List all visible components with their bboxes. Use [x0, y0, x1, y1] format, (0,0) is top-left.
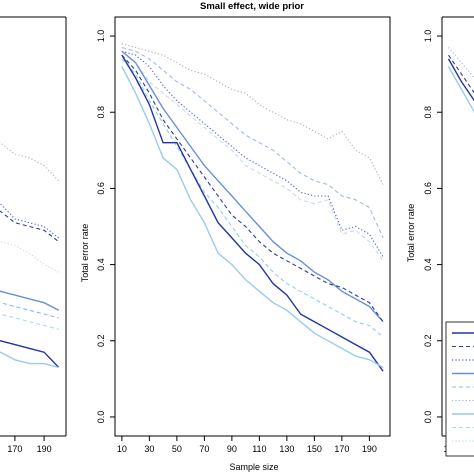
middle-y-axis-label: Total error rate [80, 224, 90, 283]
middle-y-tick-label: 0.0 [96, 411, 106, 424]
middle-x-tick-label: 150 [307, 444, 322, 454]
right-y-tick-label: 0.2 [423, 335, 433, 348]
middle-series-line-9 [121, 66, 384, 369]
middle-series-line-7 [121, 58, 384, 338]
right-y-tick-label: 0.4 [423, 258, 433, 271]
middle-series-line-2 [121, 46, 384, 239]
middle-panel-frame [114, 16, 391, 437]
middle-x-tick-label: 10 [117, 444, 127, 454]
middle-panel: Small effect, wide prior Total error rat… [80, 1, 391, 472]
left-series-line-3 [0, 210, 60, 243]
middle-y-tick-label: 0.6 [96, 182, 106, 195]
middle-series-line-8 [121, 54, 384, 372]
right-y-tick-label: 0.0 [423, 411, 433, 424]
middle-panel-title: Small effect, wide prior [200, 1, 304, 12]
middle-x-axis-label: Sample size [229, 462, 278, 472]
right-y-axis-label: Total error rate [406, 204, 416, 263]
middle-y-tick-label: 0.2 [96, 335, 106, 348]
middle-x-tick-label: 50 [172, 444, 182, 454]
right-y-tick-label: 1.0 [423, 30, 433, 43]
left-series-line-8 [0, 339, 60, 368]
middle-x-tick-label: 30 [144, 444, 154, 454]
middle-series-line-5 [121, 50, 384, 323]
middle-x-tick-label: 110 [252, 444, 266, 454]
right-series-line-4 [447, 66, 474, 113]
right-legend-box [445, 321, 474, 457]
middle-y-tick-label: 0.4 [96, 258, 106, 271]
left-panel: 170 190 [0, 16, 67, 454]
left-x-tick-label: 190 [37, 444, 52, 454]
middle-x-tick-label: 130 [279, 444, 294, 454]
left-series-line-5 [0, 290, 60, 311]
middle-series-line-1 [121, 43, 384, 185]
middle-y-tick-label: 1.0 [96, 30, 106, 43]
right-series-line-3 [447, 58, 474, 102]
left-series-line-9 [0, 351, 59, 369]
middle-x-tick-label: 190 [362, 444, 377, 454]
left-x-tick-label: 170 [7, 444, 22, 454]
middle-series-line-4 [121, 50, 384, 262]
right-panel: Total error rate 10300.00.20.40.60.81.0 [406, 16, 474, 457]
middle-series-line-3 [121, 50, 384, 258]
middle-y-tick-label: 0.8 [96, 106, 106, 119]
middle-x-tick-label: 170 [334, 444, 349, 454]
left-series-line-7 [0, 313, 59, 330]
middle-series-line-6 [121, 54, 384, 323]
right-y-tick-label: 0.8 [423, 106, 433, 119]
middle-x-tick-label: 90 [227, 444, 237, 454]
middle-x-tick-label: 70 [199, 444, 209, 454]
right-y-tick-label: 0.6 [423, 182, 433, 195]
